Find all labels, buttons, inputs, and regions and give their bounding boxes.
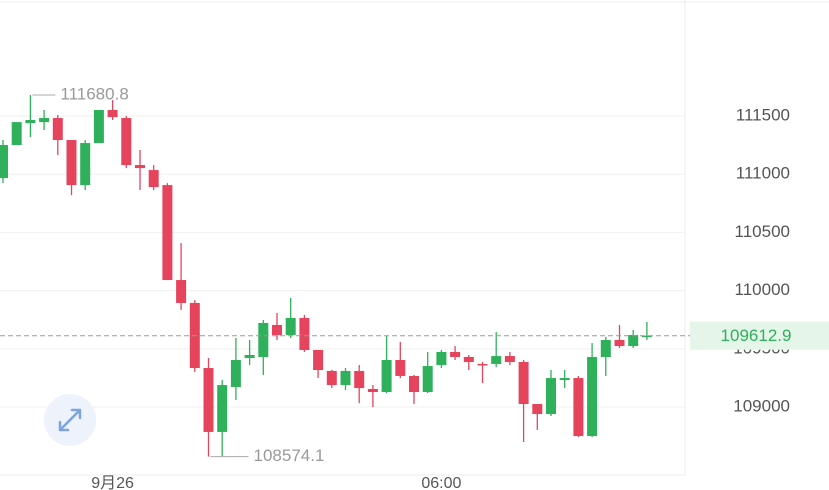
candle-body xyxy=(107,109,118,118)
last-price-box xyxy=(690,321,829,350)
candle-body xyxy=(422,366,433,393)
candle-body xyxy=(409,375,419,393)
candle-body xyxy=(244,354,255,359)
candle-body xyxy=(587,356,598,437)
candle-body xyxy=(532,404,543,415)
candle-body xyxy=(203,368,214,432)
candle-body xyxy=(93,109,104,144)
y-tick-label: 111500 xyxy=(736,106,790,125)
last-price-label: 109612.9 xyxy=(721,326,792,345)
candle-body xyxy=(39,118,50,123)
candle-body xyxy=(463,356,474,362)
candle-body xyxy=(258,322,269,357)
candle-body xyxy=(313,349,324,371)
candle-body xyxy=(573,378,584,437)
candle-body xyxy=(504,356,515,362)
candle-body xyxy=(436,351,447,366)
x-tick-label: 9月26 xyxy=(91,475,134,490)
candle-body xyxy=(230,360,241,388)
candle-body xyxy=(162,185,173,281)
candle-body xyxy=(326,370,337,386)
candle-body xyxy=(285,317,296,335)
candle-body xyxy=(367,388,378,393)
candle-body xyxy=(52,118,63,141)
candle-body xyxy=(66,140,77,186)
candle-body xyxy=(491,356,502,364)
expand-button[interactable] xyxy=(44,394,96,446)
candle-body xyxy=(381,360,392,393)
candle-body xyxy=(450,351,461,357)
candle-body xyxy=(272,324,282,335)
y-tick-label: 109000 xyxy=(733,397,790,416)
candle-body xyxy=(354,370,365,389)
low-label: 108574.1 xyxy=(254,446,325,465)
candle-body xyxy=(0,145,8,179)
candle-body xyxy=(614,339,625,347)
candle-body xyxy=(559,378,570,381)
candle-body xyxy=(299,317,310,350)
candle-body xyxy=(600,339,611,357)
candle-body xyxy=(340,370,351,386)
candle-body xyxy=(217,385,228,432)
y-tick-label: 111000 xyxy=(736,164,790,183)
y-tick-label: 110000 xyxy=(735,280,790,299)
candle-body xyxy=(11,122,22,146)
candle-body xyxy=(477,363,488,366)
candle-body xyxy=(546,378,556,415)
candle-body xyxy=(80,143,91,186)
y-tick-label: 110500 xyxy=(735,222,790,241)
candle-body xyxy=(148,170,159,188)
candle-body xyxy=(395,360,406,376)
candle-body xyxy=(121,118,132,166)
expand-icon[interactable] xyxy=(58,408,82,432)
candle-body xyxy=(641,335,652,338)
x-tick-label: 06:00 xyxy=(421,475,461,490)
candle-body xyxy=(176,280,187,303)
high-label: 111680.8 xyxy=(60,84,128,103)
candle-body xyxy=(135,165,145,169)
candle-body xyxy=(518,361,529,405)
candle-body xyxy=(25,120,36,124)
candle-body xyxy=(628,334,639,347)
